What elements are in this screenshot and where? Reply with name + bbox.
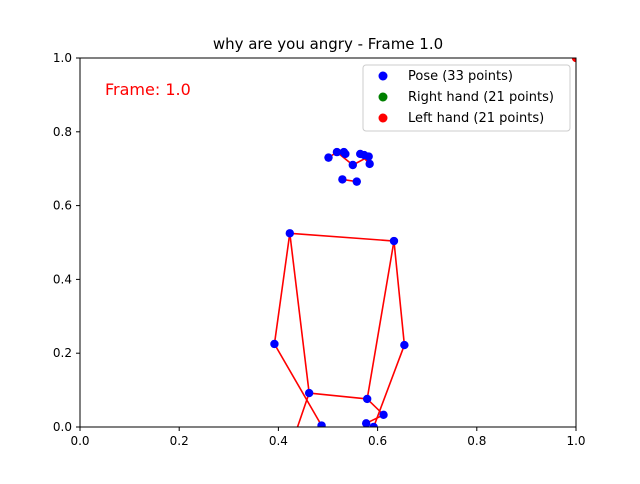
x-tick-label: 0.0 [70,434,89,448]
left-hand-point [571,58,576,63]
pose-connection-line [289,232,395,242]
x-axis: 0.0 0.2 0.4 0.6 0.8 1.0 [70,427,586,448]
pose-connection-line [289,233,310,394]
pose-point [270,339,279,349]
pose-point [361,419,371,427]
pose-point [400,340,409,350]
x-tick-label: 1.0 [566,434,585,448]
legend-marker-right-hand [378,92,388,102]
pose-connection-line [366,240,395,400]
pose-connection-line [372,344,406,427]
pose-connection-line [296,392,310,427]
y-tick-label: 0.8 [53,125,72,139]
pose-point [379,410,388,420]
pose-point [389,236,399,246]
chart-title: why are you angry - Frame 1.0 [213,35,443,53]
y-tick-label: 0.4 [53,272,72,286]
pose-point [324,153,333,162]
pose-point [348,160,357,170]
legend-marker-left-hand [378,113,388,123]
pose-point [338,175,347,184]
pose-connection-line [393,240,406,346]
legend-label-right-hand: Right hand (21 points) [408,90,554,105]
x-tick-label: 0.8 [467,434,486,448]
x-tick-label: 0.4 [269,434,288,448]
pose-connection-line [309,392,368,400]
y-tick-label: 0.2 [53,346,72,360]
legend-label-left-hand: Left hand (21 points) [408,111,544,126]
x-tick-label: 0.6 [368,434,387,448]
y-axis: 0.0 0.2 0.4 0.6 0.8 1.0 [53,51,80,434]
pose-point [285,229,295,238]
y-tick-label: 1.0 [53,51,72,65]
y-tick-label: 0.0 [53,420,72,434]
axes-frame [79,57,577,428]
pose-point [352,177,361,186]
pose-point [341,149,350,159]
pose-point [362,394,372,404]
pose-point [332,147,342,157]
y-tick-label: 0.6 [53,199,72,213]
pose-point [369,422,378,427]
pose-point [304,388,314,398]
x-tick-label: 0.2 [170,434,189,448]
pose-point [317,421,326,427]
plot-area [270,58,576,427]
legend-label-pose: Pose (33 points) [408,69,513,84]
legend-marker-pose [378,71,388,81]
legend-box [362,64,571,132]
pose-connection-line [273,343,323,426]
pose-connection-line [273,233,291,345]
pose-point [365,159,374,169]
legend: Pose (33 points) Right hand (21 points) … [362,64,571,132]
plot-marks [270,58,576,427]
pose-point [364,152,373,161]
frame-annotation: Frame: 1.0 [105,80,191,99]
